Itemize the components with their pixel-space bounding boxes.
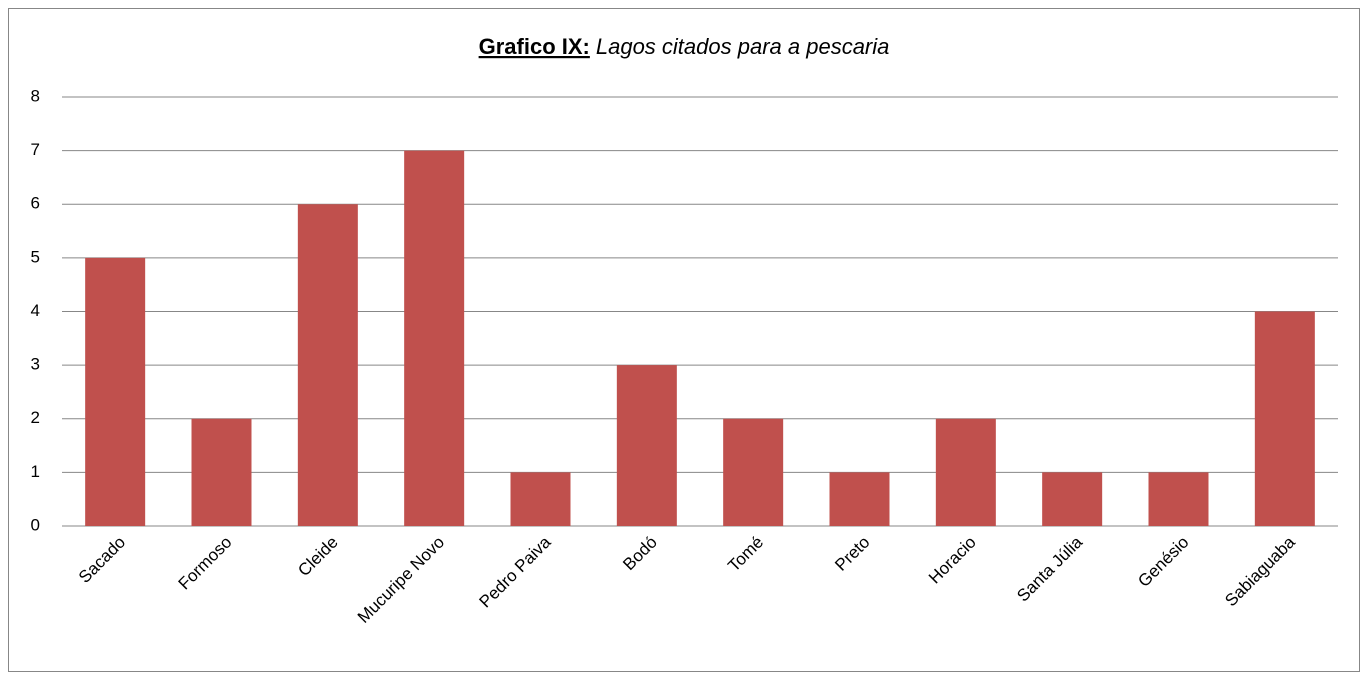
y-tick-label: 0 (31, 515, 40, 534)
bar (616, 365, 677, 526)
bar (1148, 472, 1209, 526)
bar (297, 204, 358, 526)
bar (1042, 472, 1103, 526)
bar (935, 418, 996, 526)
y-tick-label: 1 (31, 462, 40, 481)
bar (191, 418, 252, 526)
y-tick-label: 3 (31, 355, 40, 374)
title-label: Grafico IX: (479, 34, 590, 59)
y-tick-label: 8 (31, 86, 40, 105)
chart-border (8, 8, 1360, 672)
y-tick-label: 4 (31, 301, 40, 320)
bar (1254, 311, 1315, 526)
bar (723, 418, 784, 526)
bar (829, 472, 890, 526)
bar (404, 150, 465, 526)
y-tick-label: 6 (31, 194, 40, 213)
y-tick-label: 5 (31, 247, 40, 266)
bar (510, 472, 571, 526)
chart-title: Grafico IX: Lagos citados para a pescaria (479, 34, 890, 59)
y-tick-label: 7 (31, 140, 40, 159)
title-text: Lagos citados para a pescaria (596, 34, 890, 59)
y-tick-label: 2 (31, 408, 40, 427)
bar (85, 257, 146, 526)
